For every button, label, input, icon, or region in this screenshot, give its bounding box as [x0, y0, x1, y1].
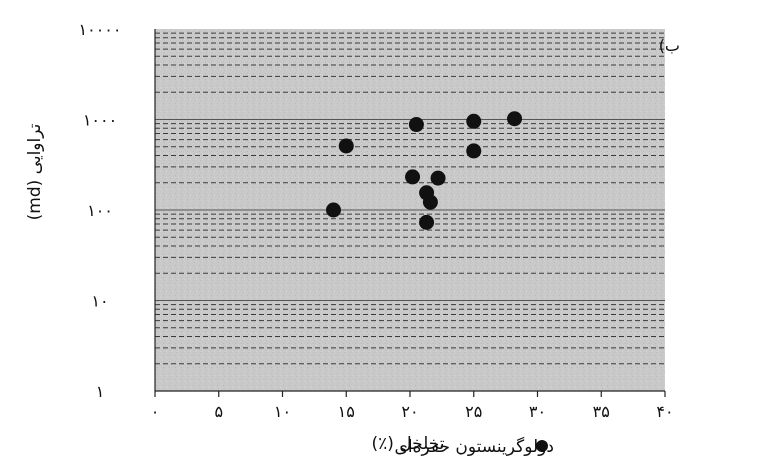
- y-tick-label: ۱۰۰۰: [83, 111, 117, 130]
- y-axis-label: تراوایی (md): [25, 123, 45, 220]
- data-point: [466, 113, 482, 129]
- x-tick-label: ۲۵: [465, 402, 482, 421]
- data-point: [408, 117, 424, 133]
- x-ticks: ۰ ۵ ۱۰ ۱۵ ۲۰ ۲۵ ۳۰ ۳۵ ۴۰: [151, 391, 674, 421]
- panel-label: ب): [659, 36, 680, 55]
- legend-label: دولوگرینستون حفره‌ای: [395, 436, 554, 457]
- x-tick-label: ۵: [214, 402, 223, 421]
- y-ticks: ۱ ۱۰ ۱۰۰ ۱۰۰۰ ۱۰۰۰۰: [79, 20, 122, 401]
- legend-marker: [536, 440, 548, 452]
- y-tick-label: ۱۰۰: [87, 201, 113, 220]
- x-tick-label: ۲۰: [401, 402, 418, 421]
- x-tick-label: ۳۰: [529, 402, 546, 421]
- data-point: [430, 170, 446, 186]
- data-points: [326, 111, 523, 230]
- data-point: [338, 138, 354, 154]
- data-point: [422, 194, 438, 210]
- x-tick-label: ۳۵: [593, 402, 610, 421]
- x-tick-label: ۱۰: [274, 402, 291, 421]
- x-axis-label: تخلخل (٪): [372, 434, 445, 454]
- x-tick-label: ۴۰: [656, 402, 673, 421]
- data-point: [466, 143, 482, 159]
- x-tick-label: ۰: [151, 402, 160, 421]
- legend: دولوگرینستون حفره‌ای: [395, 436, 554, 457]
- data-point: [405, 169, 421, 185]
- y-tick-label: ۱: [96, 382, 105, 401]
- data-point: [326, 202, 341, 218]
- grid-lines: [155, 32, 665, 365]
- data-point: [507, 111, 523, 127]
- y-tick-label: ۱۰: [91, 292, 108, 311]
- x-tick-label: ۱۵: [338, 402, 355, 421]
- data-point: [419, 214, 435, 230]
- y-tick-label: ۱۰۰۰۰: [79, 20, 122, 39]
